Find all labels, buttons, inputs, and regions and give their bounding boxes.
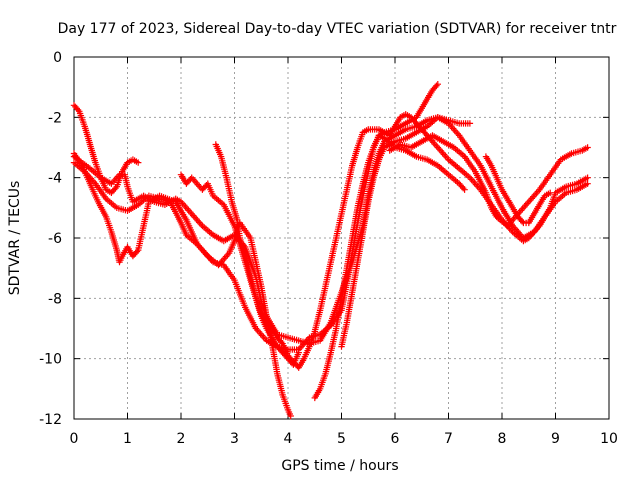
data-point-marker: [135, 159, 142, 166]
data-point-marker: [461, 186, 468, 193]
data-point-marker: [278, 338, 285, 346]
x-tick-label: 5: [337, 431, 346, 447]
x-tick-label: 9: [551, 431, 560, 447]
data-point-marker: [295, 349, 302, 356]
plot-area: [70, 81, 591, 420]
chart-title: Day 177 of 2023, Sidereal Day-to-day VTE…: [58, 21, 617, 37]
y-tick-label: -8: [48, 291, 62, 307]
y-tick-label: -6: [48, 231, 62, 247]
x-tick-label: 8: [498, 431, 507, 447]
x-tick-label: 1: [123, 431, 132, 447]
data-point-marker: [112, 185, 119, 192]
y-axis-label: SDTVAR / TECUs: [7, 181, 23, 296]
series-track-10: [482, 153, 554, 227]
x-tick-label: 3: [230, 431, 239, 447]
data-point-marker: [460, 185, 467, 192]
axes: 0 1 2 3 4 5 6 7 8 9 10 0 -2 -4 -6 -8 -10 -12: [39, 50, 618, 447]
x-axis-label: GPS time / hours: [281, 458, 398, 474]
data-point-marker: [518, 218, 526, 225]
x-tick-label: 0: [70, 431, 79, 447]
data-point-marker: [433, 82, 440, 89]
data-point-marker: [422, 130, 429, 138]
data-point-marker: [547, 189, 554, 196]
series-track-8: [338, 114, 474, 350]
series-track-2: [70, 150, 294, 420]
y-tick-label: 0: [53, 50, 62, 66]
series-track-7: [311, 81, 441, 402]
y-tick-label: -10: [39, 352, 62, 368]
x-tick-label: 7: [444, 431, 453, 447]
series-track-6: [212, 141, 302, 368]
data-point-marker: [584, 174, 591, 181]
y-tick-label: -4: [48, 171, 62, 187]
x-tick-label: 2: [177, 431, 186, 447]
data-point-marker: [133, 248, 141, 255]
y-tick-label: -12: [39, 412, 62, 428]
data-point-marker: [74, 106, 82, 113]
data-point-marker: [584, 144, 591, 151]
x-tick-label: 6: [391, 431, 400, 447]
data-point-marker: [287, 412, 294, 420]
x-tick-label: 4: [284, 431, 293, 447]
data-point-marker: [466, 120, 474, 127]
y-tick-label: -2: [48, 110, 62, 126]
data-point-marker: [434, 81, 441, 88]
x-tick-label: 10: [600, 431, 618, 447]
data-point-marker: [584, 180, 591, 187]
